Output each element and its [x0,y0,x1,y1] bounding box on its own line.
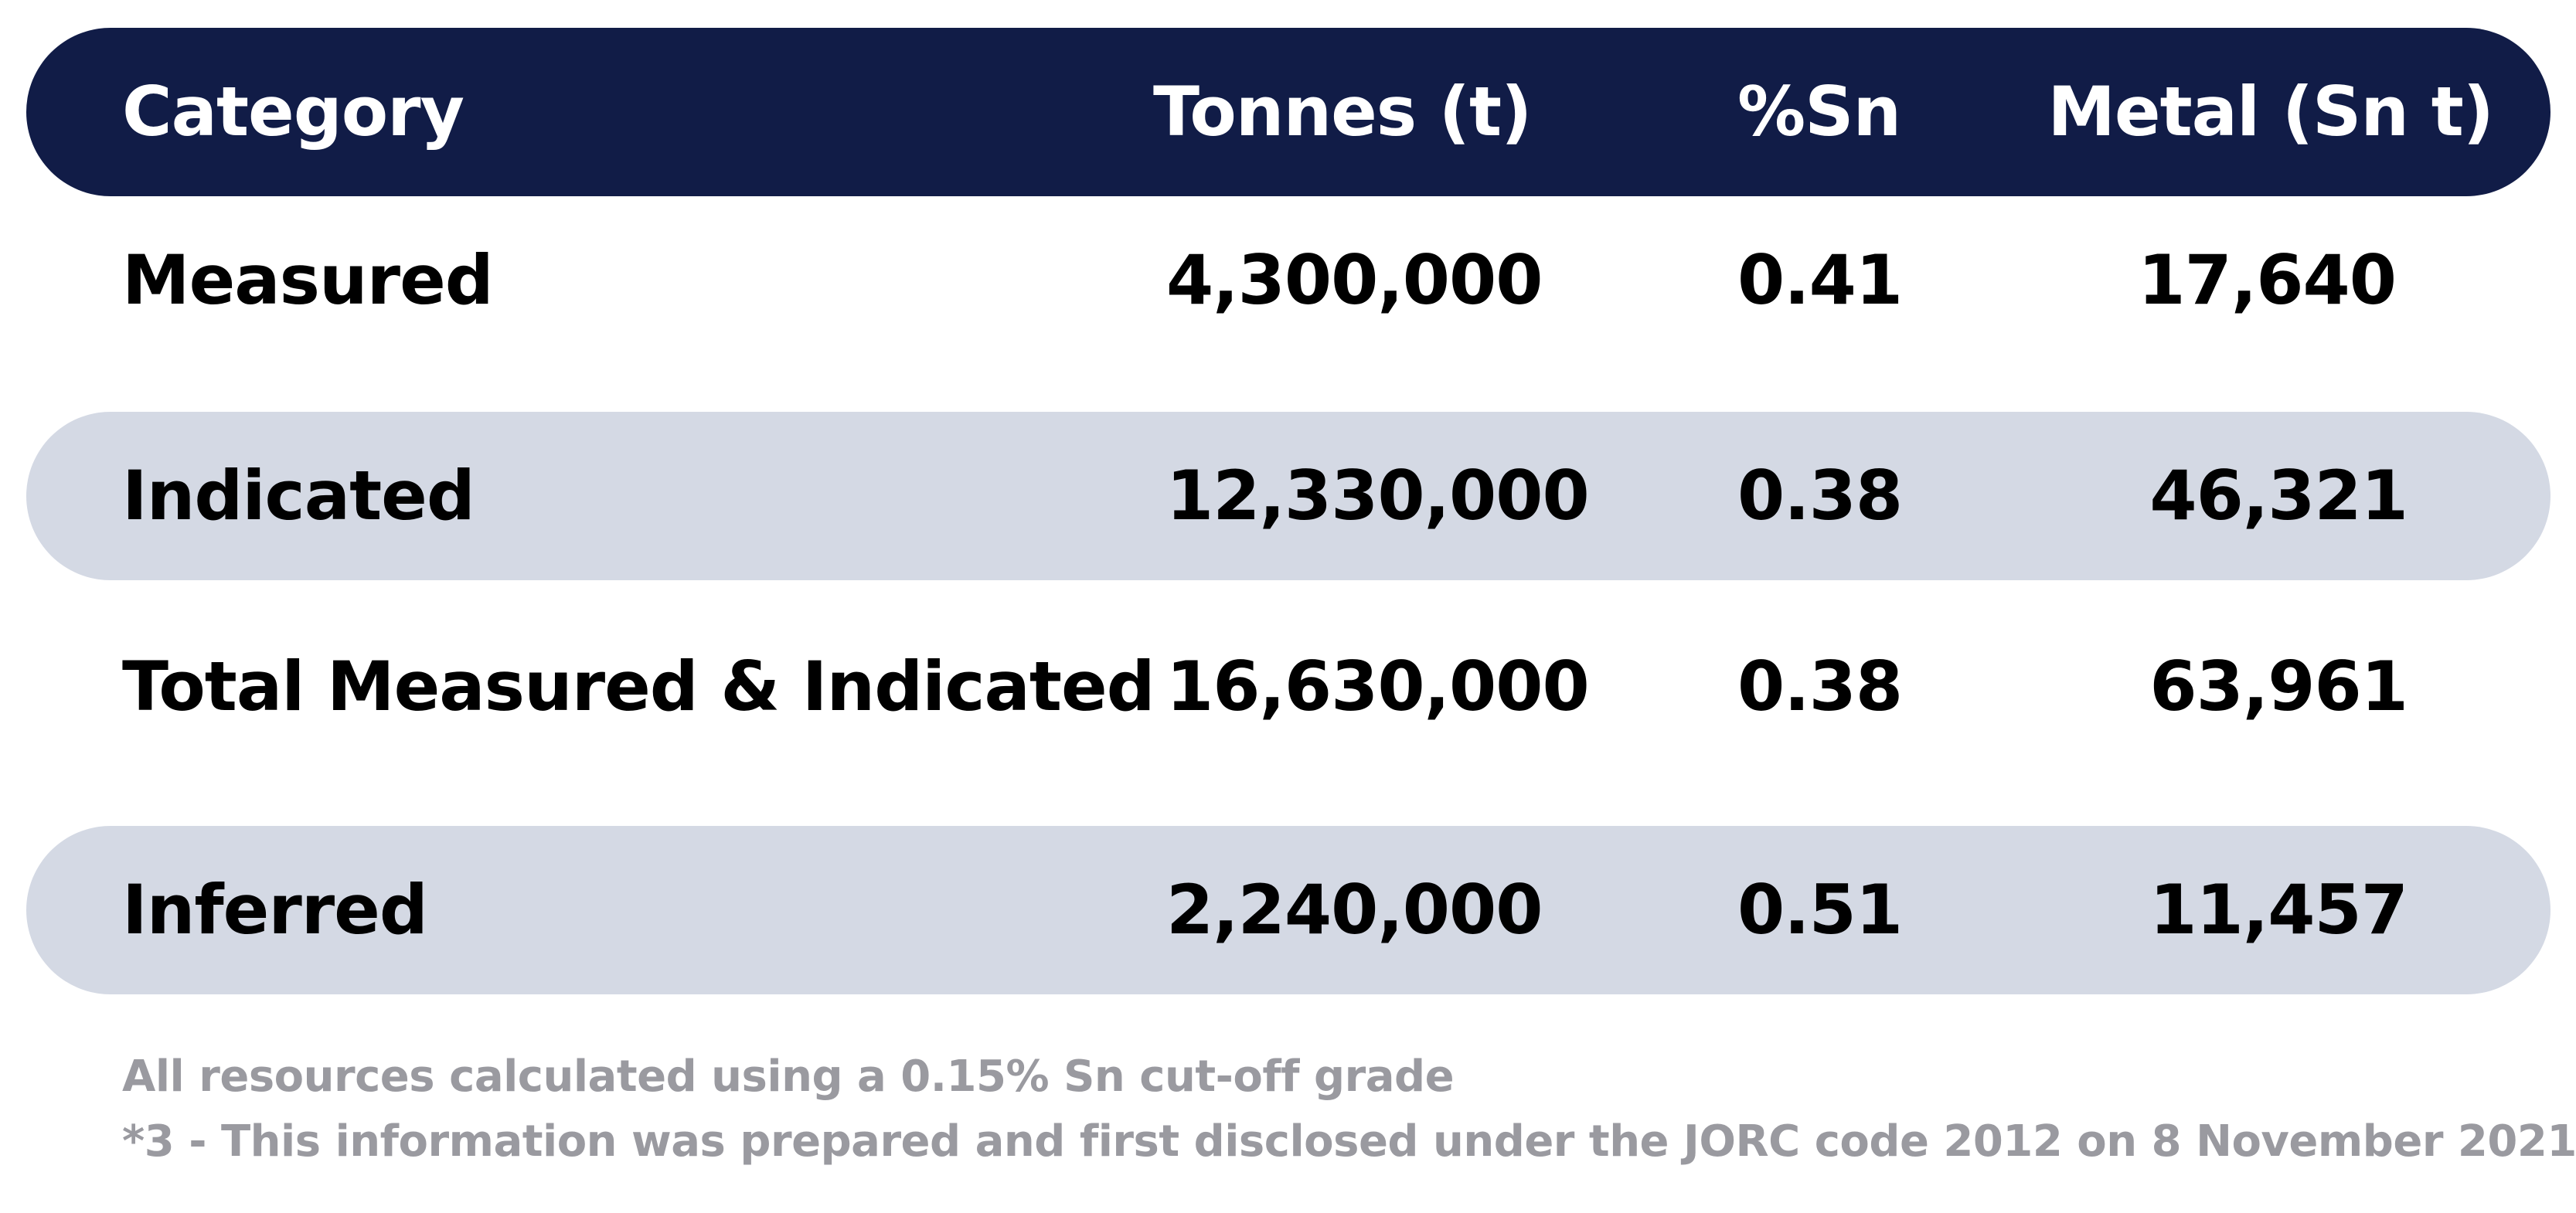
table-row-total: Total Measured & Indicated 16,630,000 0.… [26,603,2550,771]
cell-grade: 0.38 [1737,647,1903,726]
cell-metal: 11,457 [2149,870,2408,950]
cell-metal: 17,640 [2138,240,2397,320]
cell-metal: 63,961 [2149,647,2408,726]
footnotes: All resources calculated using a 0.15% S… [122,1045,2576,1174]
table-row-inferred: Inferred 2,240,000 0.51 11,457 [26,826,2550,994]
cell-tonnes: 12,330,000 [1166,456,1590,535]
cell-tonnes: 2,240,000 [1166,870,1543,950]
cell-metal: 46,321 [2149,456,2408,535]
header-category: Category [122,72,464,151]
jorc-note: *3 - This information was prepared and f… [122,1116,2576,1167]
cell-tonnes: 4,300,000 [1166,240,1543,320]
cutoff-note: All resources calculated using a 0.15% S… [122,1052,1455,1102]
table-row-indicated: Indicated 12,330,000 0.38 46,321 [26,412,2550,580]
header-tonnes: Tonnes (t) [1153,72,1532,151]
cell-tonnes: 16,630,000 [1166,647,1590,726]
cell-category: Indicated [122,456,475,535]
cell-grade: 0.51 [1737,870,1903,950]
cell-grade: 0.41 [1737,240,1903,320]
table-header: Category Tonnes (t) %Sn Metal (Sn t) [26,28,2550,196]
header-metal: Metal (Sn t) [2047,72,2494,151]
cell-grade: 0.38 [1737,456,1903,535]
table-row-measured: Measured 4,300,000 0.41 17,640 [26,196,2550,365]
header-grade: %Sn [1737,72,1901,151]
cell-category: Measured [122,240,494,320]
cell-category: Total Measured & Indicated [122,647,1155,726]
cell-category: Inferred [122,870,428,950]
